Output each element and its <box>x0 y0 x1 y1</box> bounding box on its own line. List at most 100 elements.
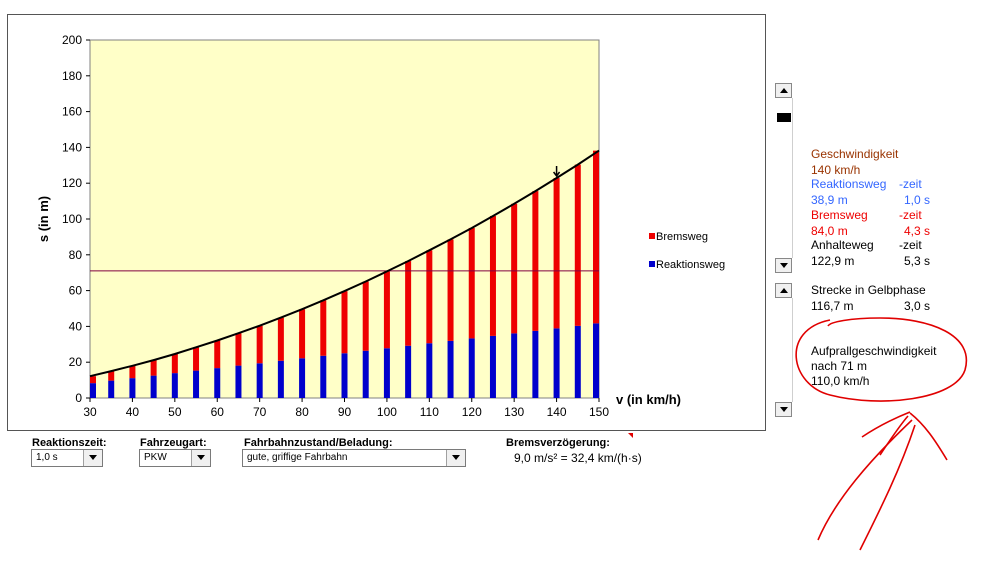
bar-reaktionsweg <box>593 323 599 398</box>
bar-bremsweg <box>593 150 599 324</box>
bar-bremsweg <box>553 178 560 329</box>
annotation-arrow-3 <box>909 412 948 461</box>
scroll-down-button-1[interactable] <box>775 258 792 273</box>
y-tick-label: 140 <box>62 140 82 154</box>
bar-reaktionsweg <box>150 375 157 398</box>
chart-frame: 0 20 40 60 80 100 120 140 160 180 200 30 40 50 60 70 80 9… <box>7 14 766 431</box>
bar-bremsweg <box>171 353 178 374</box>
reaktionszeit-label: Reaktionszeit: <box>32 437 107 449</box>
bar-reaktionsweg <box>447 340 454 398</box>
fahrbahn-value: gute, griffige Fahrbahn <box>247 452 348 463</box>
y-tick-label: 200 <box>62 33 82 47</box>
x-tick-label: 60 <box>211 405 225 419</box>
bar-reaktionsweg <box>426 343 433 398</box>
scroll-up-button-2[interactable] <box>775 283 792 298</box>
bar-reaktionsweg <box>532 330 539 398</box>
y-tick-label: 100 <box>62 212 82 226</box>
legend-label: Reaktionsweg <box>656 259 725 271</box>
bar-reaktionsweg <box>129 378 136 398</box>
bar-reaktionsweg <box>256 363 263 398</box>
y-tick-label: 40 <box>69 319 83 333</box>
bar-reaktionsweg <box>511 333 518 398</box>
bremsverzoegerung-value: 9,0 m/s² = 32,4 km/(h·s) <box>514 451 642 465</box>
bar-bremsweg <box>468 227 475 339</box>
fahrzeugart-value: PKW <box>144 452 167 463</box>
bar-reaktionsweg <box>405 345 412 398</box>
bar-bremsweg <box>277 317 284 361</box>
bar-bremsweg <box>214 340 221 369</box>
bar-bremsweg <box>383 271 390 349</box>
geschw-value: 140 km/h <box>811 163 861 177</box>
bar-reaktionsweg <box>489 335 496 398</box>
bremsverzoegerung-label: Bremsverzögerung: <box>506 437 610 449</box>
chevron-down-icon[interactable] <box>83 450 102 466</box>
bar-reaktionsweg <box>553 328 560 398</box>
bar-bremsweg <box>90 376 96 384</box>
bar-bremsweg <box>320 300 327 356</box>
brems-zeit: 4,3 s <box>904 224 931 238</box>
legend-label: Bremsweg <box>656 231 708 243</box>
reakt-zeit-title: -zeit <box>899 177 922 191</box>
bar-bremsweg <box>426 250 433 344</box>
bar-reaktionsweg <box>320 355 327 398</box>
bar-bremsweg <box>447 239 454 341</box>
x-tick-label: 110 <box>420 405 439 419</box>
bar-reaktionsweg <box>468 338 475 398</box>
anhalte-zeit: 5,3 s <box>904 254 931 268</box>
chevron-down-icon[interactable] <box>191 450 210 466</box>
brems-weg: 84,0 m <box>811 224 848 238</box>
bar-bremsweg <box>235 333 242 366</box>
x-tick-label: 140 <box>547 405 567 419</box>
bar-bremsweg <box>489 215 496 336</box>
x-tick-label: 90 <box>338 405 352 419</box>
bar-reaktionsweg <box>108 380 115 398</box>
bar-reaktionsweg <box>362 350 369 398</box>
braking-distance-chart: 0 20 40 60 80 100 120 140 160 180 200 30 40 50 60 70 80 9… <box>36 33 725 419</box>
bar-reaktionsweg <box>214 368 221 398</box>
annotation-arrow-5 <box>879 415 909 456</box>
gelb-zeit: 3,0 s <box>904 299 931 313</box>
scroll-thumb[interactable] <box>777 113 791 122</box>
bar-bremsweg <box>299 309 306 359</box>
geschw-title: Geschwindigkeit <box>811 147 899 161</box>
x-tick-label: 100 <box>377 405 397 419</box>
reaktionszeit-value: 1,0 s <box>36 452 58 463</box>
x-axis-label: v (in km/h) <box>616 392 681 407</box>
y-axis-label: s (in m) <box>36 196 51 242</box>
chevron-down-icon[interactable] <box>446 450 465 466</box>
reaktionszeit-select[interactable]: 1,0 s <box>31 449 103 467</box>
y-tick-label: 80 <box>69 248 83 262</box>
bar-bremsweg <box>511 203 518 334</box>
bar-bremsweg <box>129 365 136 379</box>
brems-title: Bremsweg <box>811 208 868 222</box>
scroll-track-2[interactable] <box>792 298 793 402</box>
bar-reaktionsweg <box>299 358 306 398</box>
bar-bremsweg <box>362 281 369 351</box>
brems-zeit-title: -zeit <box>899 208 922 222</box>
x-tick-label: 130 <box>504 405 524 419</box>
reakt-title: Reaktionsweg <box>811 177 887 191</box>
x-tick-label: 120 <box>462 405 482 419</box>
bar-reaktionsweg <box>341 353 348 398</box>
fahrbahn-label: Fahrbahnzustand/Beladung: <box>244 437 393 449</box>
bar-bremsweg <box>256 325 263 364</box>
scroll-down-button-2[interactable] <box>775 402 792 417</box>
bar-reaktionsweg <box>235 365 242 398</box>
fahrzeugart-select[interactable]: PKW <box>139 449 211 467</box>
bar-reaktionsweg <box>90 383 96 398</box>
bar-reaktionsweg <box>171 373 178 398</box>
gelb-title: Strecke in Gelbphase <box>811 283 926 297</box>
bar-bremsweg <box>341 291 348 354</box>
fahrzeugart-label: Fahrzeugart: <box>140 437 207 449</box>
annotation-arrow-4 <box>861 411 911 438</box>
scroll-track-1[interactable] <box>792 98 793 258</box>
anhalteweg-curve <box>89 149 600 378</box>
anhalte-title: Anhalteweg <box>811 238 874 252</box>
fahrbahn-select[interactable]: gute, griffige Fahrbahn <box>242 449 466 467</box>
y-tick-label: 180 <box>62 69 82 83</box>
gelb-weg: 116,7 m <box>811 299 854 313</box>
scroll-up-button-1[interactable] <box>775 83 792 98</box>
x-tick-label: 80 <box>295 405 309 419</box>
anhalte-zeit-title: -zeit <box>899 238 922 252</box>
